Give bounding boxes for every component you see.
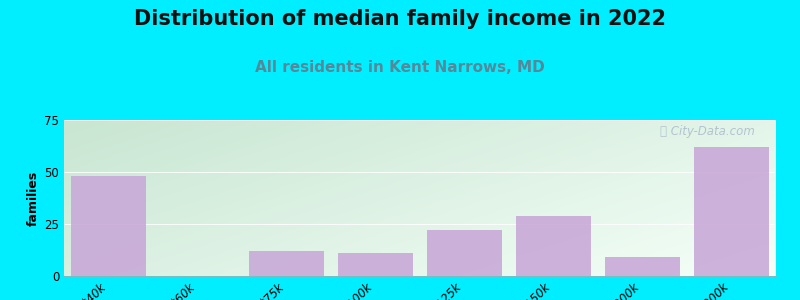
Text: All residents in Kent Narrows, MD: All residents in Kent Narrows, MD (255, 60, 545, 75)
Y-axis label: families: families (27, 170, 40, 226)
Bar (605, 257, 680, 276)
Bar (516, 216, 591, 276)
Text: ⓘ City-Data.com: ⓘ City-Data.com (660, 125, 754, 138)
Bar (70, 176, 146, 276)
Bar (426, 230, 502, 276)
Text: Distribution of median family income in 2022: Distribution of median family income in … (134, 9, 666, 29)
Bar (249, 251, 324, 276)
Bar (694, 147, 770, 276)
Bar (338, 253, 414, 276)
